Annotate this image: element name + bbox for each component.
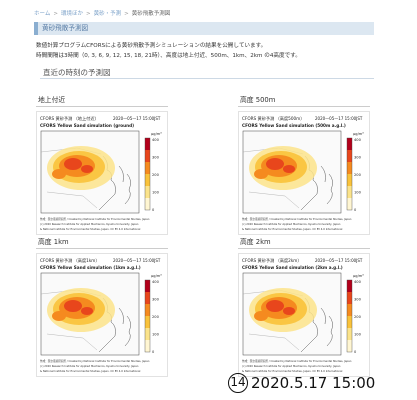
colorbar-unit: μg/m³ <box>151 132 162 136</box>
intro-text: 数値計算プログラムCFORSによる黄砂飛散予測シミュレーションの結果を公開してい… <box>36 41 301 61</box>
colorbar-tick: 200 <box>354 315 362 319</box>
panel-1km: 高度 1km CFORS 黄砂予測 （高度1km） 2020—05—17 15:0… <box>36 236 168 377</box>
dust-plume <box>47 288 115 332</box>
colorbar-tick: 100 <box>152 191 160 195</box>
colorbar-tick: 300 <box>152 298 160 302</box>
colorbar-tick: 400 <box>152 280 160 284</box>
dust-plume <box>249 288 317 332</box>
map-credit: & National Institute for Environmental S… <box>242 227 343 231</box>
map-title-en: CFORS Yellow Sand simulation (ground) <box>40 123 134 128</box>
map-title-en: CFORS Yellow Sand simulation (500m a.g.l… <box>242 123 346 128</box>
colorbar-tick: 200 <box>152 173 160 177</box>
forecast-map-image[interactable]: CFORS 黄砂予測 （地上付近） 2020—05—17 15:00JST CFOR… <box>36 111 168 235</box>
map-credit: & National Institute for Environmental S… <box>242 369 343 373</box>
forecast-map-image[interactable]: CFORS 黄砂予測 （高度1km） 2020—05—17 15:00JST CFO… <box>36 253 168 377</box>
colorbar-tick: 400 <box>354 280 362 284</box>
breadcrumb-current: 黄砂飛散予測図 <box>131 11 171 17</box>
map-title-jp: CFORS 黄砂予測 （地上付近） <box>40 115 99 122</box>
panel-label: 高度 500m <box>238 94 370 107</box>
forecast-map-image[interactable]: CFORS 黄砂予測 （高度2km） 2020—05—17 15:00JST CFO… <box>238 253 370 377</box>
panel-label: 高度 2km <box>238 236 370 249</box>
colorbar-tick: 100 <box>152 333 160 337</box>
panel-2km: 高度 2km CFORS 黄砂予測 （高度2km） 2020—05—17 15:0… <box>238 236 370 377</box>
map-title-jp: CFORS 黄砂予測 （高度500m） <box>242 115 304 122</box>
map-timestamp: 2020—05—17 15:00JST <box>113 116 161 121</box>
colorbar: μg/m³ 400 300 200 100 0 <box>144 132 162 212</box>
colorbar-tick: 100 <box>354 333 362 337</box>
colorbar-tick: 0 <box>152 208 155 212</box>
section-heading: 直近の時刻の予測図 <box>40 66 374 79</box>
panel-500m: 高度 500m CFORS 黄砂予測 （高度500m） 2020—05—17 15… <box>238 94 370 235</box>
colorbar-tick: 400 <box>152 138 160 142</box>
colorbar-tick: 300 <box>354 156 362 160</box>
map-timestamp: 2020—05—17 15:00JST <box>315 116 363 121</box>
colorbar: μg/m³ 400 300 200 100 0 <box>346 274 364 354</box>
colorbar: μg/m³ 400 300 200 100 0 <box>144 274 162 354</box>
map-credit: (c) 2020 Research Institute for Applied … <box>242 222 341 226</box>
page-title: 黄砂飛散予測図 <box>34 22 374 35</box>
map-title-jp: CFORS 黄砂予測 （高度2km） <box>242 257 302 264</box>
colorbar-unit: μg/m³ <box>151 274 162 278</box>
map-credit: (c) 2020 Research Institute for Applied … <box>40 364 139 368</box>
colorbar-unit: μg/m³ <box>353 274 364 278</box>
map-credit: & National Institute for Environmental S… <box>40 227 141 231</box>
map-credit: & National Institute for Environmental S… <box>40 369 141 373</box>
intro-line-1: 数値計算プログラムCFORSによる黄砂飛散予測シミュレーションの結果を公開してい… <box>36 43 267 49</box>
map-timestamp: 2020—05—17 15:00JST <box>113 258 161 263</box>
date-stamp: 14 2020.5.17 15:00 <box>228 373 375 393</box>
breadcrumb-home[interactable]: ホーム <box>34 11 51 17</box>
colorbar-tick: 200 <box>152 315 160 319</box>
colorbar-tick: 0 <box>354 350 357 354</box>
panel-ground: 地上付近 CFORS 黄砂予測 （地上付近） 2020—05—17 15:00JS… <box>36 94 168 235</box>
intro-line-2: 時間間隔は3時間（0, 3, 6, 9, 12, 15, 18, 21時）、高度… <box>36 53 301 59</box>
colorbar-unit: μg/m³ <box>353 132 364 136</box>
colorbar-tick: 0 <box>152 350 155 354</box>
colorbar-tick: 300 <box>354 298 362 302</box>
map-title-jp: CFORS 黄砂予測 （高度1km） <box>40 257 100 264</box>
circled-number: 14 <box>228 373 248 393</box>
map-credit: 作成：国立環境研究所 / Created by National Institu… <box>40 217 150 221</box>
panel-label: 地上付近 <box>36 94 168 107</box>
map-title-en: CFORS Yellow Sand simulation (1km a.g.l.… <box>40 265 141 270</box>
dust-plume <box>47 146 115 190</box>
colorbar-tick: 400 <box>354 138 362 142</box>
dust-plume <box>249 146 317 190</box>
colorbar-tick: 0 <box>354 208 357 212</box>
map-credit: 作成：国立環境研究所 / Created by National Institu… <box>242 359 352 363</box>
breadcrumb-forecast[interactable]: 黄砂・予測 <box>93 11 122 17</box>
breadcrumb: ホーム > 環境ほか > 黄砂・予測 > 黄砂飛散予測図 <box>34 11 171 17</box>
colorbar-tick: 300 <box>152 156 160 160</box>
stamp-datetime: 2020.5.17 15:00 <box>251 374 376 392</box>
panel-label: 高度 1km <box>36 236 168 249</box>
colorbar-tick: 100 <box>354 191 362 195</box>
map-timestamp: 2020—05—17 15:00JST <box>315 258 363 263</box>
breadcrumb-environment[interactable]: 環境ほか <box>60 11 83 17</box>
map-credit: 作成：国立環境研究所 / Created by National Institu… <box>40 359 150 363</box>
colorbar-tick: 200 <box>354 173 362 177</box>
map-credit: (c) 2020 Research Institute for Applied … <box>40 222 139 226</box>
forecast-map-image[interactable]: CFORS 黄砂予測 （高度500m） 2020—05—17 15:00JST CF… <box>238 111 370 235</box>
colorbar: μg/m³ 400 300 200 100 0 <box>346 132 364 212</box>
map-title-en: CFORS Yellow Sand simulation (2km a.g.l.… <box>242 265 343 270</box>
map-credit: 作成：国立環境研究所 / Created by National Institu… <box>242 217 352 221</box>
map-credit: (c) 2020 Research Institute for Applied … <box>242 364 341 368</box>
